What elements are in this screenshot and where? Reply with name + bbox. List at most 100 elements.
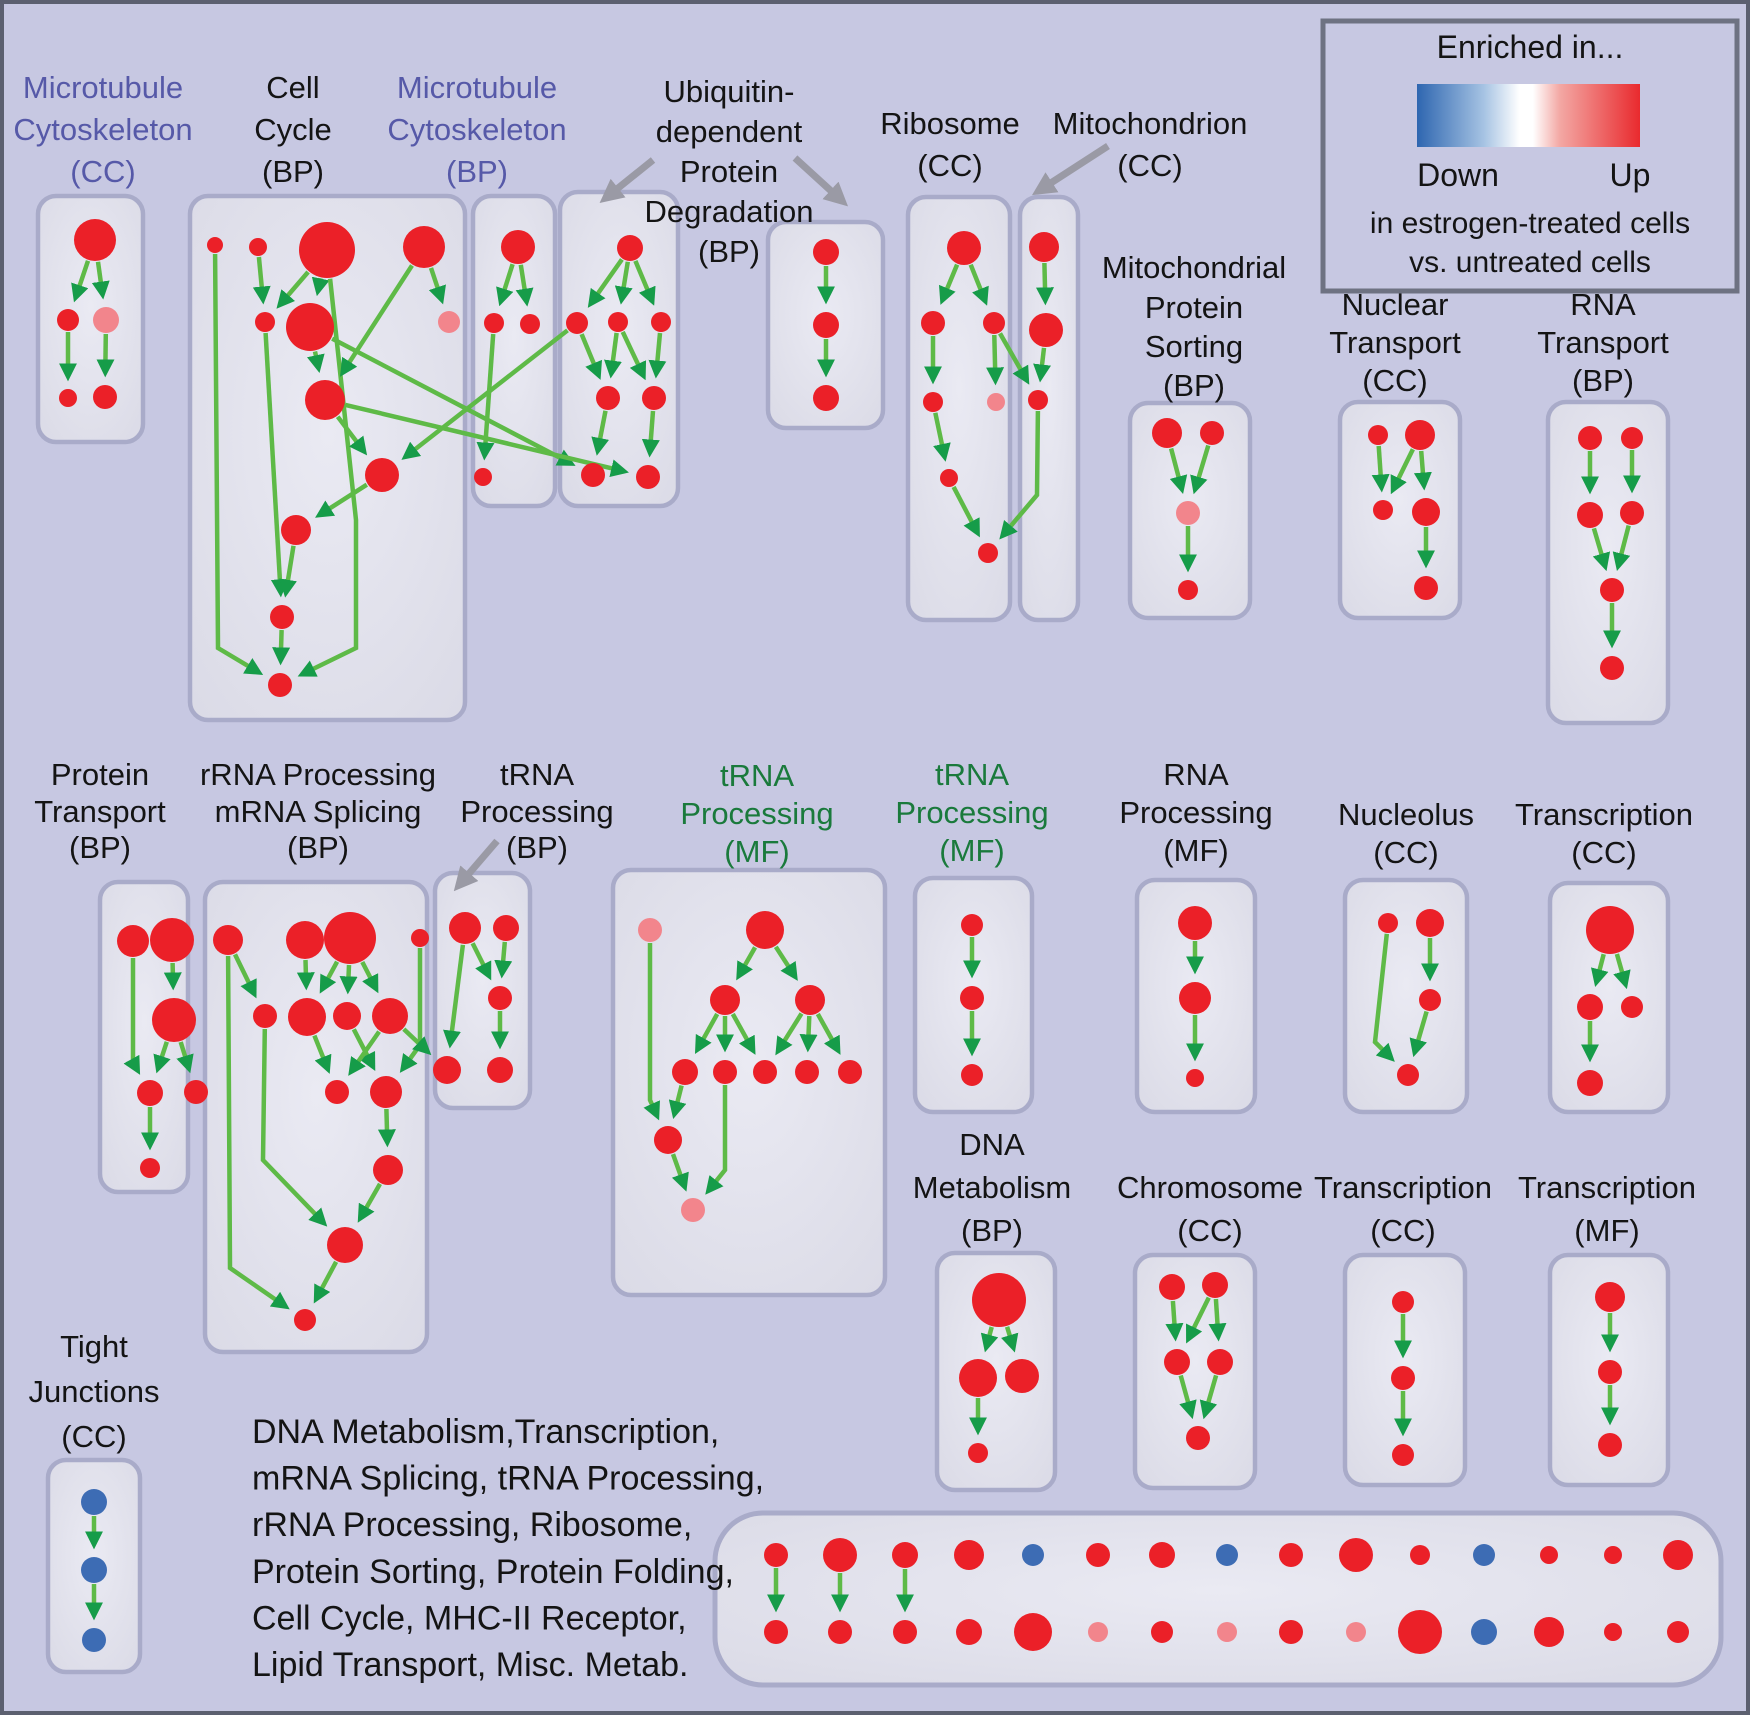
cluster-label-cell-cycle-bp: (BP) — [262, 154, 324, 189]
go-term-node — [365, 458, 399, 492]
misc-categories-text: rRNA Processing, Ribosome, — [252, 1506, 692, 1544]
edge-arrow — [633, 260, 656, 306]
cluster-label-transcription-cc-1: (CC) — [1571, 835, 1636, 870]
go-term-node — [581, 463, 605, 487]
go-term-node — [324, 912, 376, 964]
go-term-node — [1577, 502, 1603, 528]
cluster-label-rna-processing-mf: (MF) — [1163, 833, 1228, 868]
cluster-box-transcription-cc-1 — [1547, 880, 1671, 1115]
cluster-label-trna-processing-mf-2: Processing — [895, 795, 1048, 830]
go-term-node — [1186, 1069, 1204, 1087]
cluster-label-microtubule-cytoskeleton-bp: Microtubule — [397, 70, 557, 105]
go-term-node — [1202, 1272, 1228, 1298]
edge-arrow — [730, 1012, 756, 1055]
go-term-node — [828, 1620, 852, 1644]
edge-arrow — [272, 629, 291, 666]
edge-arrow — [986, 334, 1005, 386]
edge-arrow — [614, 261, 633, 305]
go-term-node — [1410, 1545, 1430, 1565]
go-term-node — [713, 1060, 737, 1084]
cluster-label-cell-cycle-bp: Cycle — [254, 112, 332, 147]
go-term-node — [651, 312, 671, 332]
go-term-node — [93, 307, 119, 333]
go-term-node — [403, 226, 445, 268]
edge-arrow — [344, 402, 629, 478]
edge-arrow — [312, 1034, 332, 1074]
go-term-node — [1391, 1366, 1415, 1390]
edge-arrow — [348, 1030, 381, 1076]
go-term-node — [921, 311, 945, 335]
go-term-node — [1368, 425, 1388, 445]
cluster-label-trna-processing-mf-1: Processing — [680, 796, 833, 831]
edge-arrow — [951, 485, 980, 538]
edge-arrow — [1390, 448, 1415, 495]
go-term-node — [1621, 996, 1643, 1018]
edge-arrow — [276, 270, 310, 309]
cluster-label-ubiquitin-degradation-bp-1: dependent — [656, 114, 803, 149]
go-term-node — [672, 1059, 698, 1085]
edge-arrow — [705, 1085, 728, 1195]
edge-arrow — [1612, 525, 1631, 572]
edge-arrow — [1613, 953, 1631, 990]
go-term-node — [1088, 1622, 1108, 1642]
go-term-node — [753, 1060, 777, 1084]
edge-arrow — [307, 351, 325, 373]
cluster-label-ubiquitin-degradation-bp-1: Ubiquitin- — [664, 74, 795, 109]
go-term-node — [140, 1158, 160, 1178]
go-term-node — [638, 918, 662, 942]
cluster-label-rna-processing-mf: Processing — [1119, 795, 1272, 830]
cluster-label-rna-transport-bp: (BP) — [1572, 363, 1634, 398]
cluster-label-transcription-mf: (MF) — [1574, 1213, 1639, 1248]
cluster-label-transcription-cc-2: (CC) — [1370, 1213, 1435, 1248]
legend-down-label: Down — [1417, 157, 1499, 193]
go-term-node — [299, 222, 355, 278]
go-term-node — [617, 235, 643, 261]
go-term-node — [1373, 500, 1393, 520]
go-term-node — [411, 929, 429, 947]
cluster-label-transcription-cc-2: Transcription — [1314, 1170, 1492, 1205]
cluster-label-nucleolus-cc: Nucleolus — [1338, 797, 1474, 832]
go-term-node — [1014, 1613, 1052, 1651]
go-term-node — [1604, 1546, 1622, 1564]
go-term-node — [1346, 1622, 1366, 1642]
edge-arrow — [1208, 1298, 1227, 1342]
label-pointer-arrow — [792, 155, 849, 207]
go-term-node — [956, 1619, 982, 1645]
go-term-node — [1186, 1426, 1210, 1450]
go-term-node — [305, 380, 345, 420]
legend-box — [1320, 18, 1740, 294]
misc-categories-text: Lipid Transport, Misc. Metab. — [252, 1646, 689, 1684]
go-term-node — [449, 912, 481, 944]
edge-arrow — [1590, 953, 1609, 988]
go-term-node — [961, 1064, 983, 1086]
go-term-node — [1378, 913, 1398, 933]
edge-arrow — [252, 256, 271, 305]
go-term-node — [1578, 426, 1602, 450]
cluster-label-dna-metabolism-bp: Metabolism — [913, 1170, 1072, 1205]
go-term-node — [636, 465, 660, 489]
misc-categories-text: Protein Sorting, Protein Folding, — [252, 1553, 734, 1591]
go-term-node — [978, 543, 998, 563]
go-term-node — [681, 1198, 705, 1222]
go-term-node — [281, 515, 311, 545]
edge-arrow — [443, 944, 466, 1049]
go-term-node — [81, 1489, 107, 1515]
edge-arrow — [313, 1260, 339, 1304]
label-pointer-arrow — [1032, 143, 1110, 196]
go-term-node — [823, 1538, 857, 1572]
go-term-node — [1216, 1544, 1238, 1566]
edge-arrow — [1035, 262, 1054, 306]
edge-arrow — [496, 263, 515, 307]
edge-arrow — [938, 263, 960, 305]
cluster-label-chromosome-cc: (CC) — [1177, 1213, 1242, 1248]
go-term-node — [484, 313, 504, 333]
go-term-node — [1419, 989, 1441, 1011]
go-term-node — [1279, 1620, 1303, 1644]
edge-arrow — [1186, 1296, 1211, 1344]
cluster-label-microtubule-cytoskeleton-cc: (CC) — [70, 154, 135, 189]
go-term-node — [82, 1628, 106, 1652]
go-term-node — [1416, 909, 1444, 937]
go-term-node — [813, 385, 839, 411]
go-term-node — [325, 1080, 349, 1104]
